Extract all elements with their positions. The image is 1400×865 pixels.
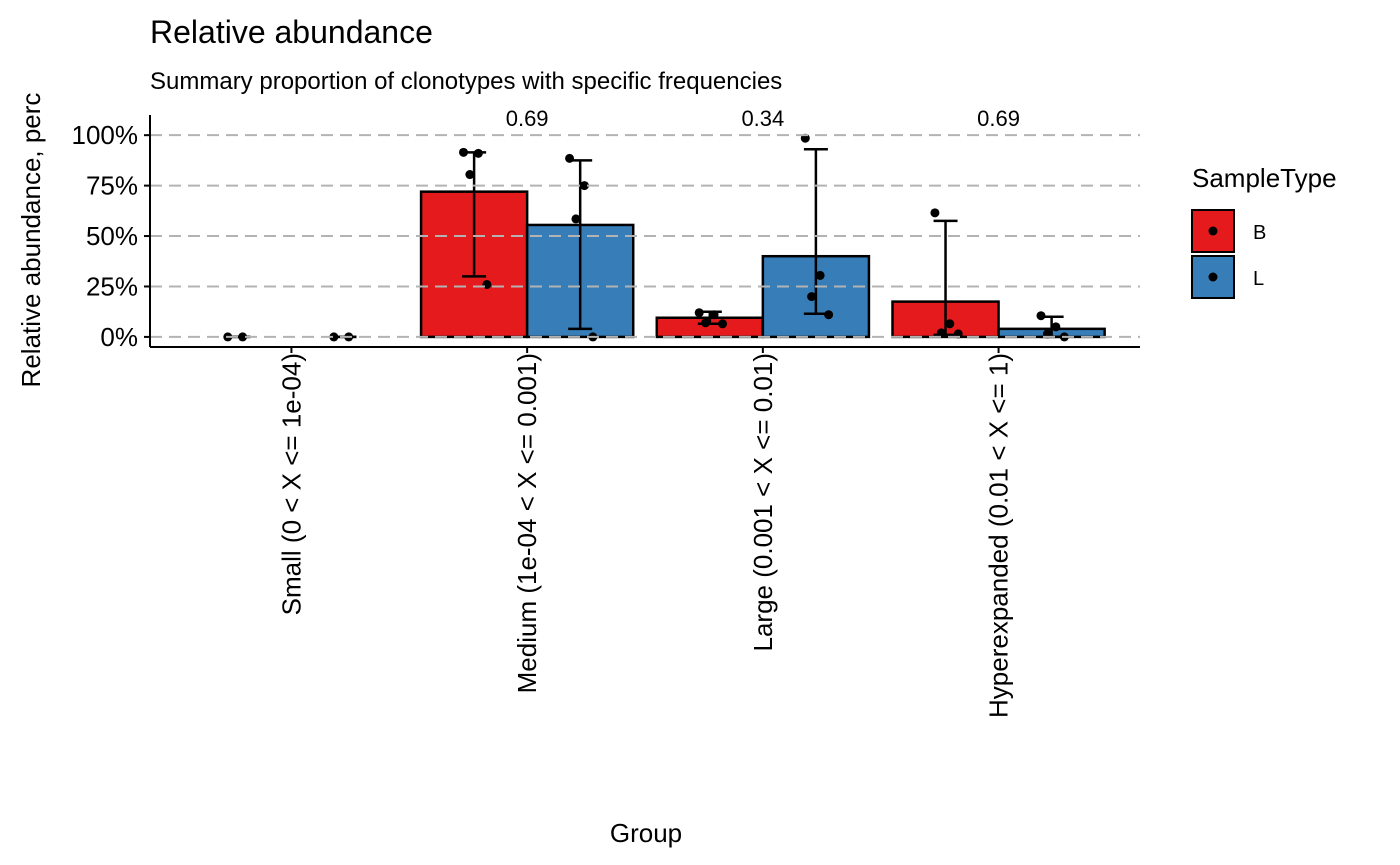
data-point: [930, 208, 940, 218]
data-point: [579, 181, 589, 191]
data-point: [459, 147, 468, 157]
y-tick-label: 0%: [100, 322, 138, 352]
p-value-label: 0.69: [977, 106, 1020, 131]
data-point: [1036, 311, 1046, 321]
chart-title: Relative abundance: [150, 14, 433, 50]
data-point: [709, 310, 719, 320]
data-point: [571, 214, 581, 224]
data-point: [815, 270, 825, 280]
plot-panel: 0.69 0.34 0.69: [223, 106, 1106, 342]
data-point: [329, 332, 339, 342]
data-point: [701, 318, 711, 328]
data-point: [482, 279, 492, 289]
legend-title: SampleType: [1192, 163, 1337, 193]
chart-subtitle: Summary proportion of clonotypes with sp…: [150, 68, 782, 95]
data-point: [473, 148, 483, 158]
legend-dot: [1208, 272, 1218, 282]
x-tick-label: Small (0 < X <= 1e-04): [276, 353, 306, 615]
data-point: [824, 310, 834, 320]
data-point: [565, 153, 575, 163]
data-point: [694, 308, 704, 318]
data-point: [718, 319, 728, 329]
legend-label: L: [1253, 268, 1264, 290]
data-point: [807, 292, 817, 302]
y-tick-label: 100%: [72, 120, 139, 150]
legend-dot: [1208, 226, 1218, 236]
y-axis-label: Relative abundance, perc: [16, 93, 46, 388]
x-tick-label: Large (0.001 < X <= 0.01): [748, 353, 778, 652]
x-tick-label: Medium (1e-04 < X <= 0.001): [512, 353, 542, 693]
y-tick-label: 75%: [86, 171, 138, 201]
data-point: [1051, 322, 1061, 332]
data-point: [936, 328, 946, 338]
x-tick-label: Hyperexpanded (0.01 < X <= 1): [984, 353, 1014, 718]
y-tick-label: 25%: [86, 271, 138, 301]
data-point: [238, 332, 248, 342]
x-axis-label: Group: [610, 818, 682, 848]
data-point: [465, 170, 475, 180]
p-value-label: 0.34: [741, 106, 784, 131]
y-tick-label: 50%: [86, 221, 138, 251]
legend-label: B: [1253, 222, 1266, 244]
data-point: [945, 319, 955, 329]
p-value-label: 0.69: [506, 106, 549, 131]
